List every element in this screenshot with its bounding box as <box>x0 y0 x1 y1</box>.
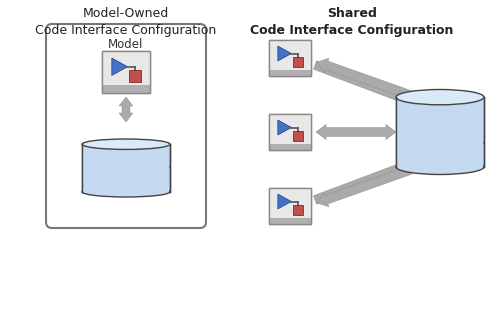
Ellipse shape <box>82 187 170 197</box>
Bar <box>82 144 170 192</box>
Polygon shape <box>317 58 411 99</box>
Bar <box>269 40 310 69</box>
Text: *.sldd: *.sldd <box>425 107 455 117</box>
Polygon shape <box>313 162 408 204</box>
Polygon shape <box>119 97 133 122</box>
Bar <box>397 97 483 167</box>
Bar <box>102 51 150 86</box>
Bar <box>83 144 169 192</box>
FancyBboxPatch shape <box>46 24 206 228</box>
Polygon shape <box>317 166 411 207</box>
Bar <box>396 97 484 167</box>
Polygon shape <box>278 120 291 135</box>
Text: Model: Model <box>108 38 144 51</box>
Bar <box>293 131 302 140</box>
Bar <box>293 57 302 67</box>
Polygon shape <box>112 58 128 75</box>
Text: Model: Model <box>272 116 307 129</box>
Polygon shape <box>313 61 408 104</box>
Ellipse shape <box>82 139 170 149</box>
Polygon shape <box>316 125 396 140</box>
Bar <box>102 86 150 93</box>
Bar <box>269 114 310 144</box>
Bar <box>269 69 310 76</box>
Polygon shape <box>278 194 291 209</box>
Text: Model: Model <box>272 42 307 55</box>
Bar <box>269 218 310 224</box>
Ellipse shape <box>396 90 484 105</box>
Ellipse shape <box>396 159 484 175</box>
FancyBboxPatch shape <box>269 114 310 150</box>
Text: Shared
Code Interface Configuration: Shared Code Interface Configuration <box>250 7 454 37</box>
Bar <box>269 188 310 218</box>
FancyBboxPatch shape <box>269 40 310 76</box>
Bar <box>293 205 302 215</box>
FancyBboxPatch shape <box>269 188 310 224</box>
Bar <box>269 144 310 150</box>
Text: Model: Model <box>272 190 307 203</box>
Text: Embedded
Coder Dictionary: Embedded Coder Dictionary <box>82 150 170 174</box>
Polygon shape <box>278 46 291 61</box>
Text: Embedded
Coder Dictionary: Embedded Coder Dictionary <box>396 126 484 150</box>
FancyBboxPatch shape <box>102 51 150 93</box>
Bar <box>129 70 141 82</box>
Text: Model-Owned
Code Interface Configuration: Model-Owned Code Interface Configuration <box>35 7 217 37</box>
